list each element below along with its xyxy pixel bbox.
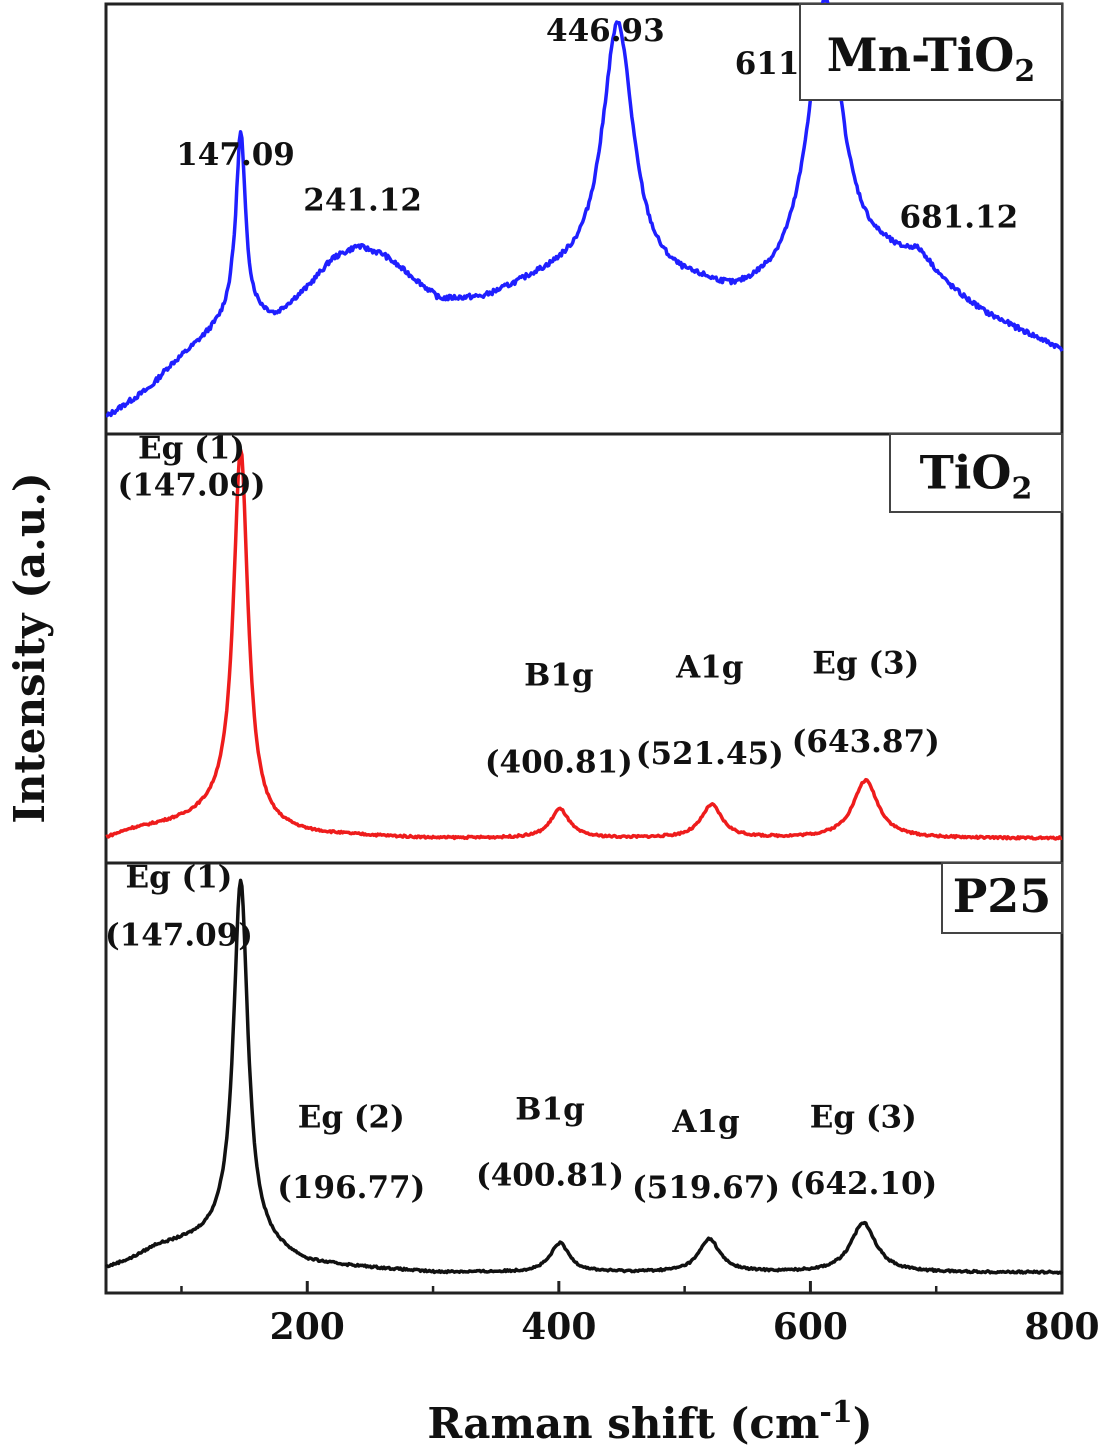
spectrum-line-p25 <box>104 878 1064 1275</box>
x-tick-label-800: 800 <box>1024 1306 1099 1348</box>
sample-label-box-tio2 <box>889 433 1063 513</box>
peak-label-tio2-1: B1g <box>524 658 593 694</box>
sample-label-main-mn: Mn-TiO <box>827 28 1015 82</box>
x-axis-title-close: ) <box>853 1399 873 1448</box>
x-tick-label-600: 600 <box>773 1306 848 1348</box>
sample-label-mn: Mn-TiO2 <box>827 28 1036 89</box>
peak-label-p25-2: B1g <box>515 1091 584 1127</box>
sample-label-tio2: TiO2 <box>920 446 1033 507</box>
x-tick-label-200: 200 <box>270 1306 345 1348</box>
peak-position-p25-4: (642.10) <box>789 1166 937 1202</box>
plot-border <box>104 2 1064 1295</box>
panel-p25: Eg (1) (147.09) Eg (2) (196.77) B1g (400.81) A… <box>104 860 1064 1275</box>
peak-position-tio2-2: (521.45) <box>636 736 784 772</box>
peak-label-mn-0: 147.09 <box>176 137 295 173</box>
sample-label-main-p25: P25 <box>953 869 1052 923</box>
x-axis-ticks: 200 400 600 800 <box>180 1281 1100 1348</box>
peak-position-p25-0: (147.09) <box>105 918 253 954</box>
sample-label-sub-tio2: 2 <box>1011 472 1032 507</box>
peak-label-mn-2: 446.93 <box>546 13 665 49</box>
x-axis-title-sup: -1 <box>819 1395 852 1430</box>
spectrum-line-mn <box>105 0 1064 418</box>
peak-position-p25-1: (196.77) <box>277 1170 425 1206</box>
peak-position-tio2-3: (643.87) <box>792 724 940 760</box>
peak-label-mn-1: 241.12 <box>303 183 422 219</box>
sample-label-sub-mn: 2 <box>1014 54 1035 89</box>
sample-label-box-mn <box>799 3 1063 101</box>
peak-position-p25-2: (400.81) <box>476 1158 624 1194</box>
y-axis-title: Intensity (a.u.) <box>5 472 54 824</box>
panel-tio2: Eg (1)(147.09) B1g (400.81) A1g (521.45) Eg (… <box>105 431 1063 841</box>
sample-label-box-p25 <box>941 862 1063 934</box>
peak-label-mn-4: 681.12 <box>900 199 1019 235</box>
x-axis-title-main: Raman shift (cm <box>427 1399 819 1448</box>
peak-position-tio2-0: (147.09) <box>118 468 266 504</box>
peak-label-tio2-2: A1g <box>675 649 743 685</box>
spectrum-line-tio2 <box>105 448 1063 841</box>
peak-label-p25-4: Eg (3) <box>810 1100 917 1136</box>
peak-label-tio2-3: Eg (3) <box>812 645 919 681</box>
peak-label-tio2-0: Eg (1) <box>138 431 245 467</box>
sample-label-main-tio2: TiO <box>920 446 1012 500</box>
x-tick-label-400: 400 <box>521 1306 596 1348</box>
peak-label-p25-0: Eg (1) <box>125 860 232 896</box>
peak-label-p25-3: A1g <box>671 1104 739 1140</box>
peak-position-p25-3: (519.67) <box>632 1170 780 1206</box>
peak-position-tio2-1: (400.81) <box>485 744 633 780</box>
peak-label-p25-1: Eg (2) <box>298 1100 405 1136</box>
sample-label-p25: P25 <box>953 869 1052 923</box>
x-axis-title: Raman shift (cm-1) <box>427 1395 872 1448</box>
